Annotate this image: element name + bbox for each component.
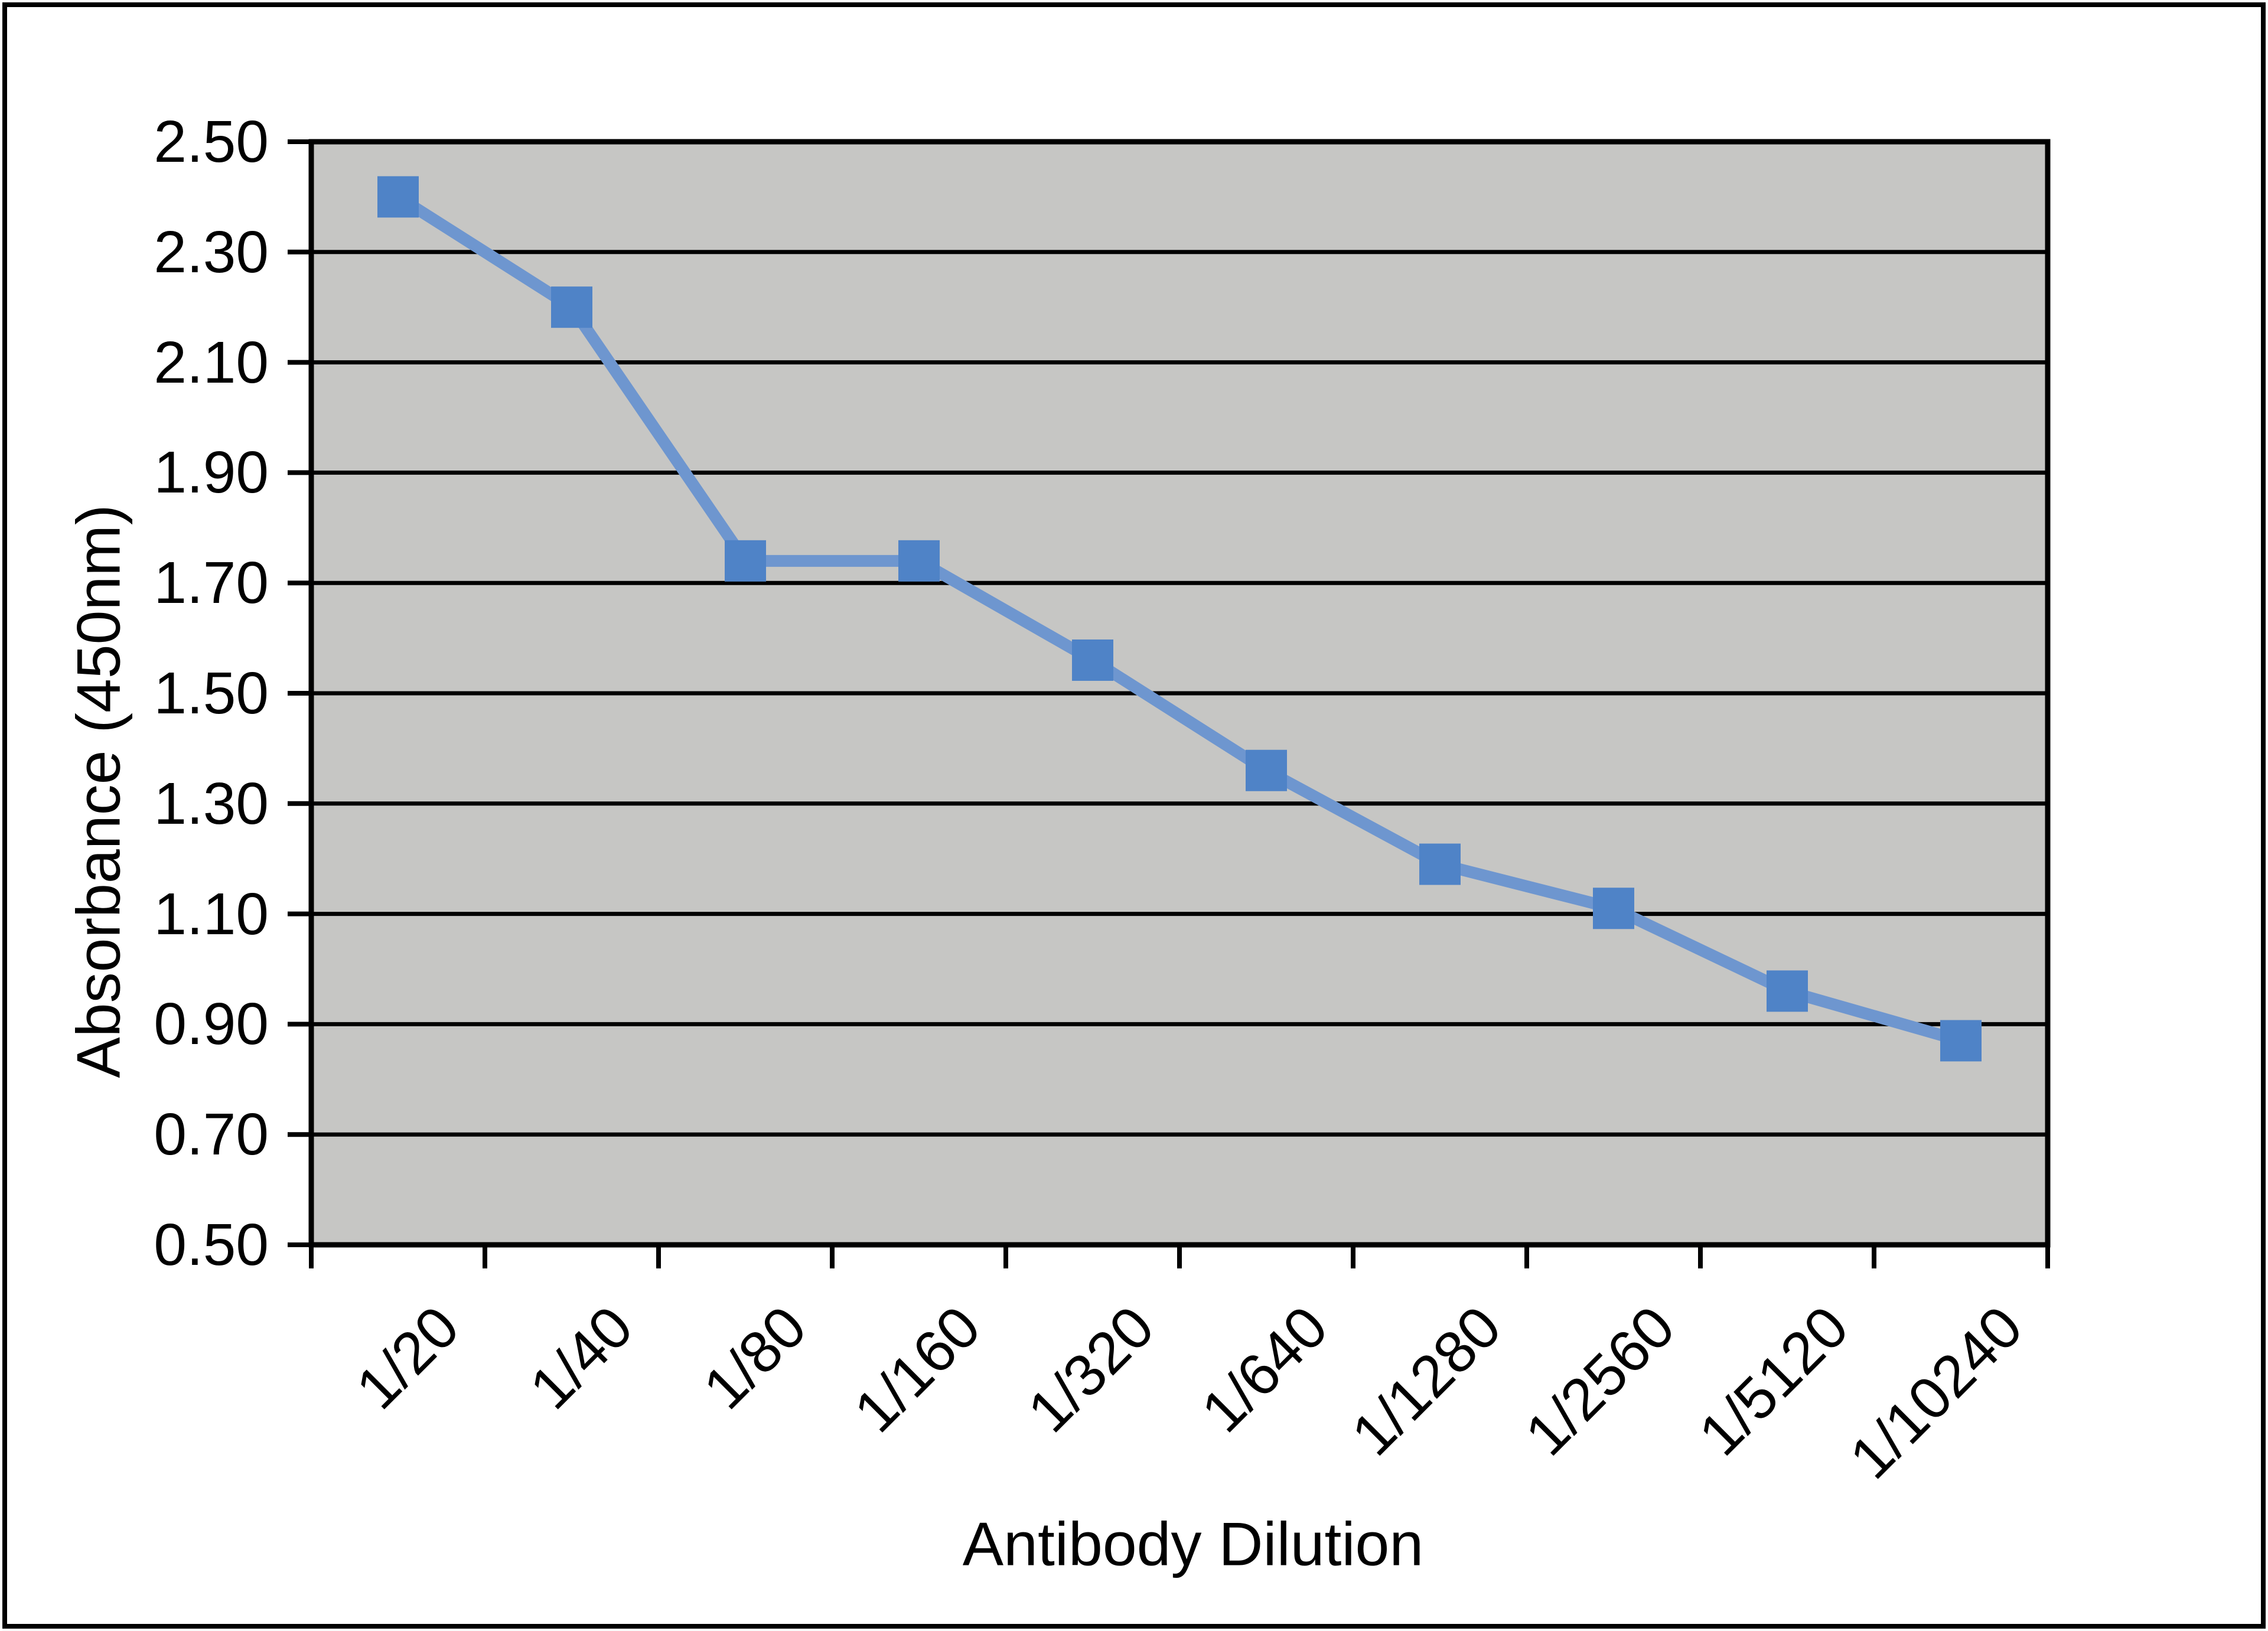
y-axis-title: Absorbance (450nm) [64,504,133,1078]
y-tick-label: 1.10 [154,880,269,947]
data-point-marker [1767,970,1808,1012]
data-point-marker [1246,749,1287,791]
y-tick-label: 1.50 [154,660,269,726]
y-tick-label: 2.30 [154,218,269,285]
y-tick-label: 1.90 [154,439,269,506]
data-point-marker [1419,843,1461,885]
y-tick-label: 0.70 [154,1101,269,1168]
data-point-marker [551,286,592,328]
data-point-marker [725,540,766,582]
y-tick-label: 0.90 [154,991,269,1058]
data-point-marker [1593,888,1634,929]
y-tick-label: 2.10 [154,329,269,396]
x-axis-title: Antibody Dilution [962,1510,1424,1579]
y-tick-label: 0.50 [154,1212,269,1278]
data-point-marker [1072,639,1113,681]
y-tick-label: 1.30 [154,770,269,837]
data-point-marker [1940,1020,1982,1062]
y-tick-label: 1.70 [154,550,269,616]
data-point-marker [898,540,940,582]
y-tick-label: 2.50 [154,109,269,175]
data-line [395,191,1963,1047]
data-point-marker [377,176,419,218]
